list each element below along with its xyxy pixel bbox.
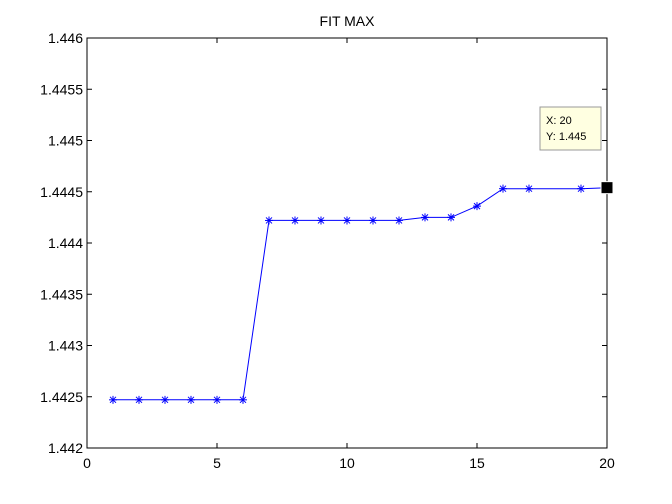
data-point-marker — [369, 216, 377, 225]
marker-stroke — [317, 217, 325, 224]
marker-stroke — [135, 396, 143, 404]
data-point-marker — [161, 395, 169, 404]
y-tick-label: 1.446 — [48, 30, 83, 46]
marker-stroke — [421, 214, 429, 221]
x-tick-label: 15 — [469, 455, 485, 471]
marker-stroke — [473, 202, 481, 210]
series-layer — [109, 184, 608, 404]
y-tick-label: 1.445 — [48, 133, 83, 149]
marker-stroke — [525, 185, 533, 193]
x-tick-label: 10 — [339, 455, 355, 471]
data-point-marker — [343, 216, 351, 225]
datatip-y-text: Y: 1.445 — [546, 131, 586, 143]
datatip-layer[interactable]: X: 20 Y: 1.445 — [539, 106, 614, 195]
datatip-marker[interactable] — [600, 181, 614, 195]
data-point-marker — [499, 184, 507, 193]
y-tick-label: 1.4455 — [40, 81, 83, 97]
data-point-marker — [395, 216, 403, 225]
marker-stroke — [499, 185, 507, 193]
data-point-marker — [421, 213, 429, 222]
marker-stroke — [291, 217, 299, 224]
data-point-marker — [473, 202, 481, 211]
y-tick-label: 1.4425 — [40, 389, 83, 405]
marker-stroke — [161, 396, 169, 404]
data-point-marker — [317, 216, 325, 225]
data-point-marker — [109, 395, 117, 404]
marker-stroke — [239, 396, 247, 404]
data-point-marker — [265, 216, 273, 225]
marker-stroke — [187, 396, 195, 404]
x-tick-label: 0 — [83, 455, 91, 471]
marker-stroke — [577, 185, 585, 193]
y-tick-label: 1.442 — [48, 440, 83, 456]
y-tick-label: 1.443 — [48, 338, 83, 354]
x-tick-label: 20 — [599, 455, 615, 471]
datatip-box[interactable] — [539, 106, 602, 151]
y-tick-label: 1.444 — [48, 235, 83, 251]
chart-title: FIT MAX — [320, 13, 376, 29]
data-point-marker — [525, 184, 533, 193]
x-tick-label: 5 — [213, 455, 221, 471]
data-point-marker — [239, 395, 247, 404]
marker-stroke — [369, 217, 377, 224]
marker-stroke — [395, 217, 403, 224]
data-point-marker — [213, 395, 221, 404]
marker-stroke — [447, 214, 455, 221]
data-point-marker — [187, 395, 195, 404]
axes: 0 5 10 15 20 1.442 1.4425 1.443 1.4435 1.444 1.444… — [40, 30, 615, 471]
marker-stroke — [109, 396, 117, 404]
marker-stroke — [213, 396, 221, 404]
marker-stroke — [343, 217, 351, 224]
data-point-marker — [447, 213, 455, 222]
data-point-marker — [577, 184, 585, 193]
marker-stroke — [265, 217, 273, 224]
y-tick-label: 1.4445 — [40, 184, 83, 200]
datatip-x-text: X: 20 — [546, 115, 572, 127]
y-tick-label: 1.4435 — [40, 286, 83, 302]
data-point-marker — [135, 395, 143, 404]
data-point-marker — [291, 216, 299, 225]
